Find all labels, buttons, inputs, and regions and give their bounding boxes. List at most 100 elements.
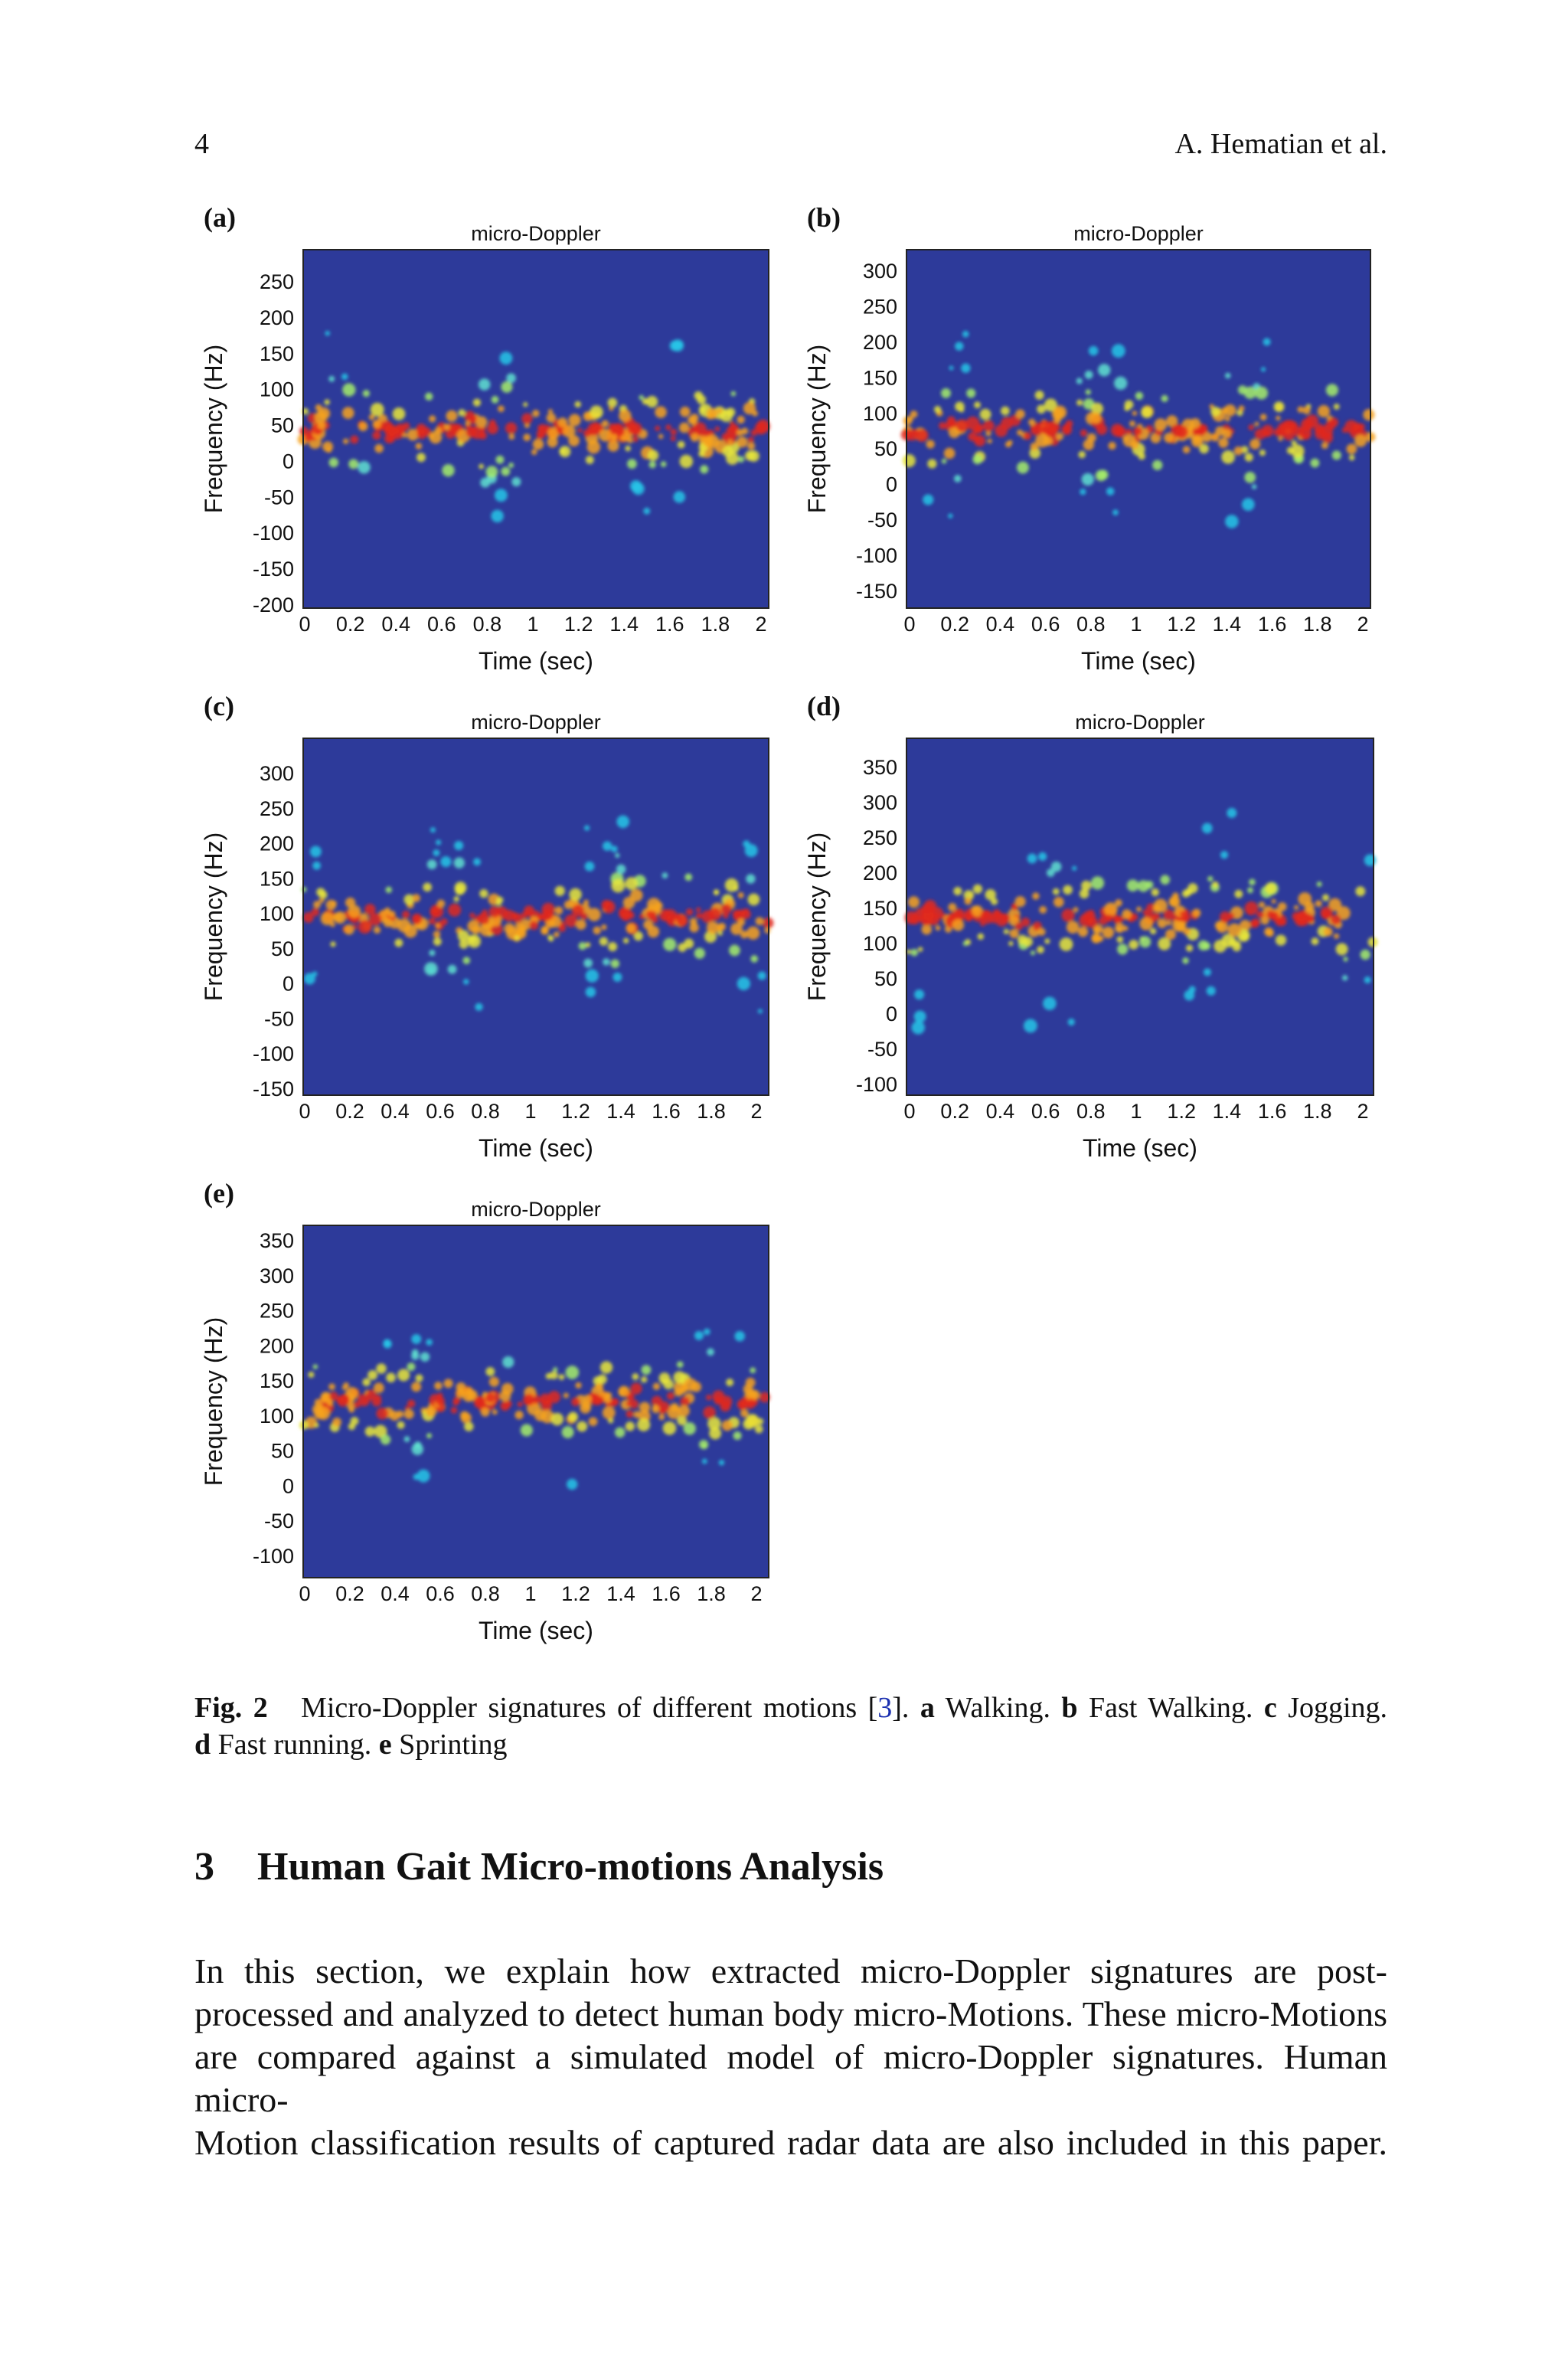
x-tick-label: 1	[524, 1100, 536, 1123]
energy-blob	[342, 383, 356, 397]
energy-blob	[1112, 509, 1119, 515]
energy-blob	[1116, 936, 1124, 944]
energy-blob	[1360, 949, 1370, 960]
x-tick-label: 0	[299, 1582, 310, 1605]
energy-blob	[1017, 429, 1024, 436]
energy-blob	[450, 423, 460, 433]
energy-blob	[1145, 880, 1154, 889]
energy-blob	[411, 1382, 422, 1392]
energy-blob	[517, 1402, 523, 1408]
energy-blob	[372, 420, 381, 429]
citation[interactable]: 3	[877, 1692, 893, 1724]
energy-blob	[1212, 881, 1219, 888]
energy-blob	[1003, 928, 1009, 934]
energy-blob	[411, 1443, 424, 1455]
energy-blob	[1206, 986, 1216, 996]
energy-blob	[475, 416, 488, 428]
energy-blob	[1266, 910, 1276, 920]
energy-blob	[622, 937, 629, 944]
energy-blob	[397, 918, 411, 933]
y-tick-label: 300	[260, 762, 294, 785]
energy-blob	[380, 1434, 391, 1445]
energy-blob	[1129, 940, 1138, 950]
energy-blob	[571, 1397, 580, 1407]
energy-blob	[987, 438, 992, 444]
energy-blob	[426, 859, 437, 870]
energy-blob	[1080, 488, 1086, 496]
y-tick-label: -100	[253, 1042, 294, 1065]
energy-blob	[706, 921, 720, 934]
energy-blob	[333, 912, 343, 922]
energy-blob	[943, 447, 956, 460]
x-tick-label: 1	[524, 1582, 536, 1605]
energy-blob	[948, 427, 960, 439]
x-tick-label: 2	[1357, 1100, 1368, 1123]
energy-blob	[1037, 946, 1044, 953]
y-tick-label: 0	[283, 973, 294, 996]
y-tick-label: -50	[264, 1510, 294, 1532]
energy-blob	[368, 414, 375, 420]
energy-blob	[714, 426, 720, 432]
energy-blob	[372, 430, 381, 440]
energy-blob	[1088, 345, 1099, 356]
energy-blob	[952, 919, 965, 931]
energy-blob	[387, 435, 395, 443]
energy-blob	[433, 931, 441, 938]
energy-blob	[1061, 424, 1073, 435]
energy-blob	[460, 1412, 472, 1424]
energy-blob	[641, 1365, 652, 1375]
y-tick-label: 200	[260, 1334, 294, 1357]
energy-blob	[559, 446, 571, 458]
energy-blob	[737, 415, 745, 424]
energy-blob	[1192, 427, 1200, 436]
energy-blob	[1238, 405, 1245, 412]
energy-blob	[388, 910, 396, 918]
spectrogram-energy	[297, 330, 770, 523]
energy-blob	[435, 1396, 446, 1406]
energy-blob	[442, 463, 455, 477]
energy-blob	[959, 407, 965, 413]
energy-blob	[662, 872, 668, 879]
energy-blob	[658, 1414, 665, 1421]
energy-blob	[364, 1426, 375, 1437]
energy-blob	[514, 935, 520, 941]
energy-blob	[1108, 441, 1116, 450]
energy-blob	[430, 827, 436, 833]
energy-blob	[1151, 888, 1159, 897]
panel-label: (b)	[807, 202, 841, 233]
energy-blob	[1227, 923, 1242, 937]
energy-blob	[615, 852, 620, 859]
y-tick-label: -100	[856, 1073, 897, 1096]
energy-blob	[316, 1406, 331, 1421]
energy-blob	[532, 410, 540, 417]
plot-frame	[906, 738, 1374, 1096]
energy-blob	[1172, 892, 1179, 899]
energy-blob	[1080, 429, 1088, 437]
energy-blob	[1342, 975, 1348, 981]
x-tick-label: 1.6	[1258, 613, 1287, 636]
energy-blob	[977, 933, 985, 940]
x-tick-label: 1.8	[697, 1582, 726, 1605]
energy-blob	[989, 914, 999, 924]
energy-blob	[475, 1398, 480, 1404]
energy-blob	[757, 1009, 763, 1014]
energy-blob	[463, 979, 469, 985]
energy-blob	[597, 1374, 607, 1385]
energy-blob	[1259, 414, 1267, 421]
x-tick-label: 1.8	[1303, 613, 1332, 636]
energy-blob	[566, 1478, 578, 1490]
energy-blob	[1251, 484, 1257, 489]
energy-blob	[501, 1382, 514, 1395]
caption-text: Walking.	[945, 1692, 1050, 1724]
energy-blob	[381, 420, 393, 432]
energy-blob	[429, 415, 436, 423]
energy-blob	[1298, 892, 1312, 906]
y-tick-label: 50	[271, 937, 294, 960]
energy-blob	[412, 894, 420, 902]
energy-blob	[948, 513, 953, 518]
energy-blob	[1124, 405, 1130, 411]
energy-blob	[1030, 442, 1039, 451]
energy-blob	[434, 1382, 443, 1390]
energy-blob	[341, 1385, 347, 1391]
energy-blob	[1293, 904, 1299, 911]
